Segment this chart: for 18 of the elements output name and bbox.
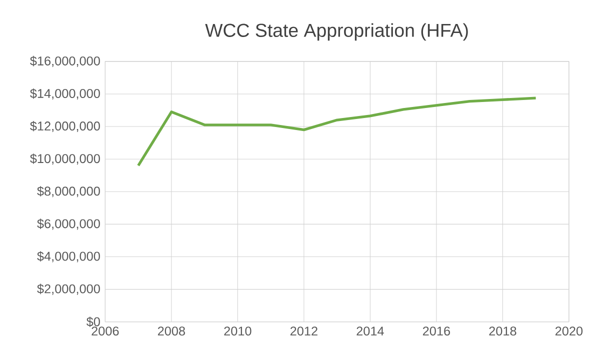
y-tick-label: $6,000,000 <box>37 218 100 230</box>
y-tick-label: $16,000,000 <box>30 56 100 67</box>
x-tick-label: 2014 <box>356 326 384 336</box>
y-tick-label: $10,000,000 <box>30 154 100 165</box>
x-tick-label: 2012 <box>290 326 318 336</box>
y-tick-label: $4,000,000 <box>37 251 100 262</box>
x-tick-label: 2006 <box>92 326 119 336</box>
y-tick-label: $12,000,000 <box>30 121 100 132</box>
x-tick-label: 2008 <box>158 326 185 336</box>
x-tick-label: 2020 <box>555 326 583 336</box>
y-tick-label: $2,000,000 <box>37 284 100 295</box>
y-tick-label: $8,000,000 <box>37 186 100 198</box>
x-tick-label: 2018 <box>489 326 516 336</box>
chart-title: WCC State Appropriation (HFA) <box>205 23 468 41</box>
x-tick-label: 2016 <box>422 326 450 336</box>
y-tick-label: $14,000,000 <box>30 88 100 100</box>
x-tick-label: 2010 <box>224 326 252 336</box>
y-tick-label: $0 <box>86 316 100 328</box>
